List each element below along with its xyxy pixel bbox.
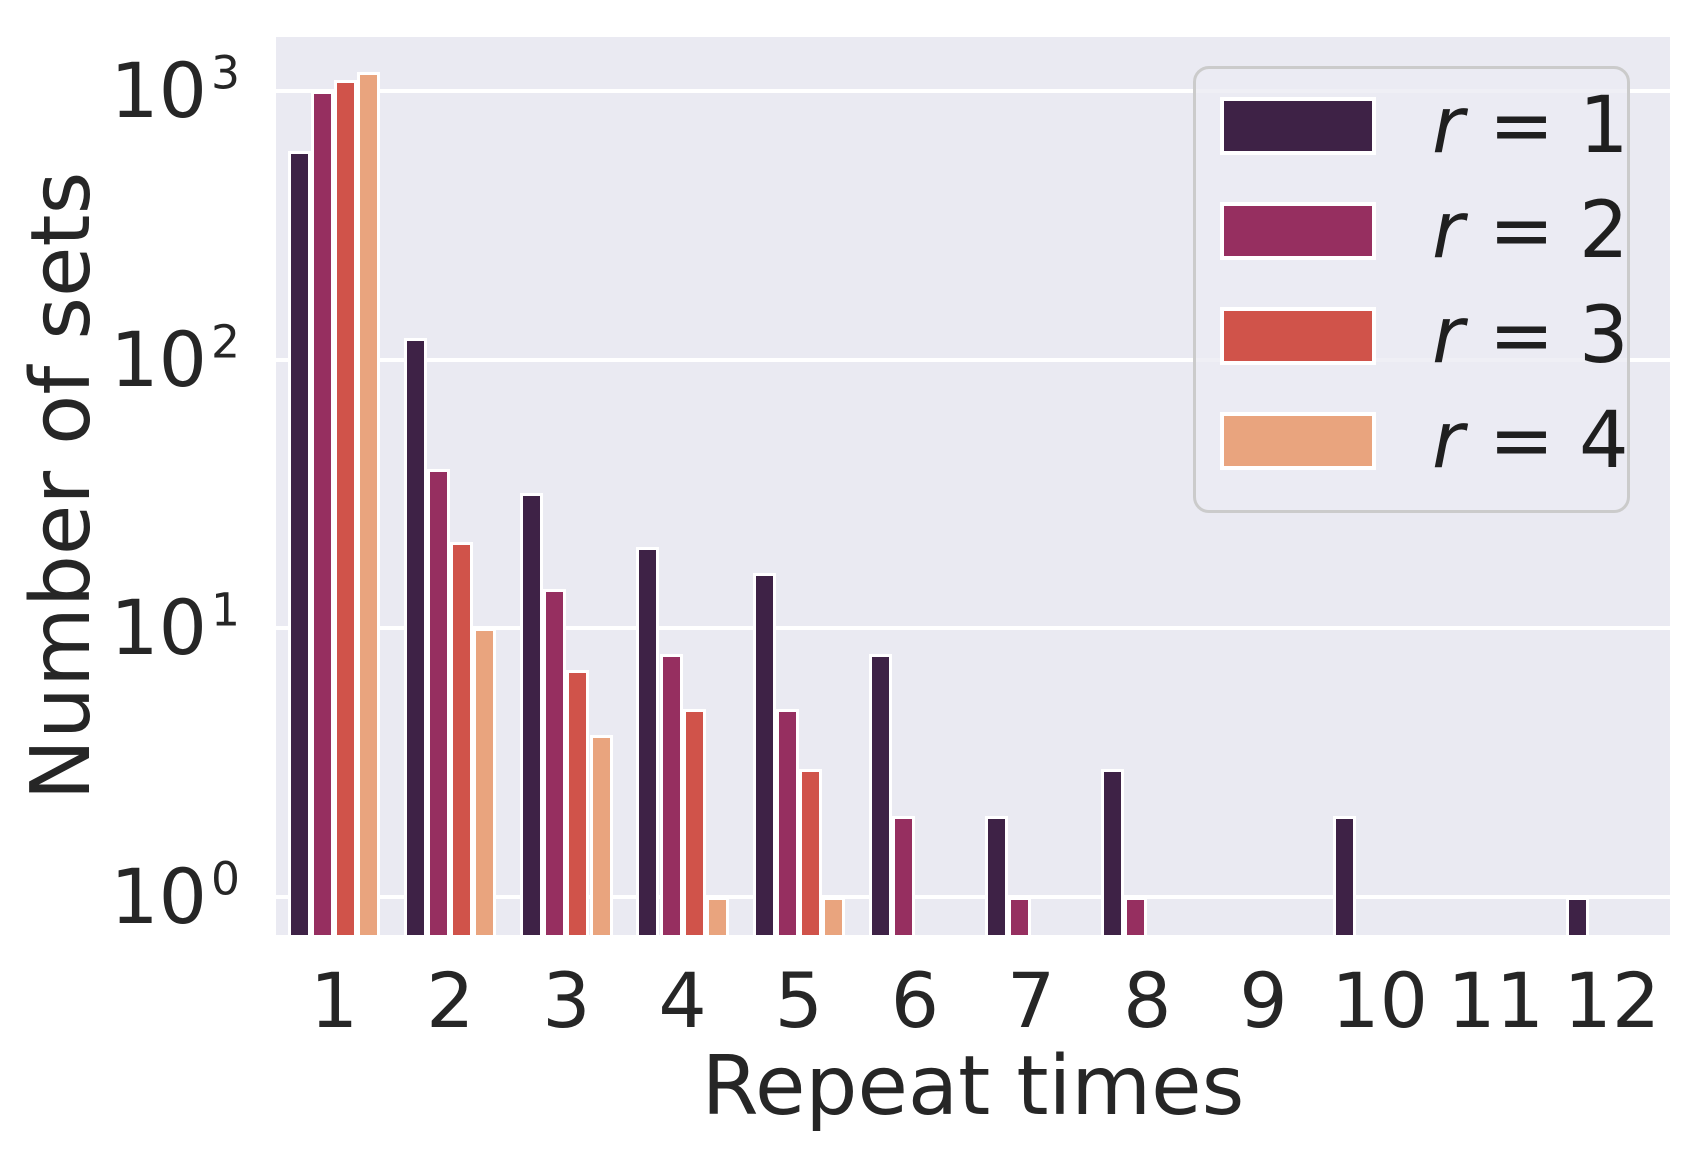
- x-tick-label: 5: [774, 956, 823, 1045]
- x-axis-label: Repeat times: [701, 1039, 1245, 1134]
- legend-label: r = 3: [1432, 291, 1629, 381]
- bar: [311, 90, 334, 935]
- bar: [357, 71, 381, 935]
- y-tick-label: 101: [110, 583, 240, 673]
- x-tick-label: 11: [1447, 956, 1545, 1045]
- bar: [404, 338, 428, 935]
- legend-row: r = 2: [1220, 192, 1629, 270]
- x-tick-label: 2: [426, 956, 475, 1045]
- x-tick-label: 12: [1563, 956, 1661, 1045]
- bar: [1333, 816, 1357, 935]
- x-tick-label: 6: [890, 956, 940, 1045]
- y-tick-label: 102: [110, 314, 240, 404]
- legend-swatch: [1220, 97, 1376, 155]
- gridline: [276, 357, 1670, 362]
- bar: [984, 816, 1008, 935]
- x-tick-label: 1: [309, 956, 359, 1045]
- legend-swatch: [1220, 412, 1376, 470]
- y-tick-label: 103: [110, 45, 240, 135]
- bar: [450, 541, 474, 935]
- bar: [659, 654, 683, 935]
- x-tick-label: 3: [542, 956, 591, 1045]
- gridline: [276, 626, 1670, 631]
- bar: [589, 735, 613, 935]
- gridline: [276, 88, 1670, 93]
- legend-label: r = 2: [1432, 186, 1629, 276]
- bar: [821, 897, 845, 935]
- bar: [543, 589, 567, 935]
- gridline: [276, 895, 1670, 899]
- bar: [868, 654, 892, 935]
- bar: [798, 768, 822, 935]
- legend-row: r = 1: [1220, 87, 1629, 165]
- bar: [334, 79, 358, 935]
- legend-label: r = 4: [1432, 396, 1629, 486]
- bar: [636, 547, 660, 935]
- bar: [1124, 897, 1148, 935]
- bar: [705, 897, 729, 935]
- bar: [1101, 768, 1125, 935]
- x-tick-label: 8: [1123, 956, 1172, 1045]
- legend-row: r = 4: [1220, 402, 1629, 480]
- x-tick-label: 4: [658, 956, 707, 1045]
- x-tick-label: 9: [1239, 956, 1288, 1045]
- bar: [566, 669, 590, 935]
- legend-swatch: [1220, 307, 1376, 365]
- legend-swatch: [1220, 202, 1376, 260]
- y-axis-label: Number of sets: [14, 171, 109, 801]
- bar: [1008, 897, 1031, 935]
- legend-label: r = 1: [1432, 81, 1629, 171]
- legend: r = 1 r = 2 r = 3 r = 4: [1193, 66, 1630, 513]
- bar: [891, 816, 915, 935]
- bar: [473, 628, 497, 935]
- legend-row: r = 3: [1220, 297, 1629, 375]
- y-tick-label: 100: [110, 852, 240, 941]
- bar: [287, 150, 311, 935]
- bar: [520, 492, 544, 935]
- x-tick-label: 10: [1331, 956, 1428, 1045]
- bar: [682, 709, 706, 935]
- bar: [775, 709, 799, 935]
- bar: [427, 469, 451, 935]
- bar: [1565, 897, 1589, 935]
- bar: [752, 573, 776, 935]
- x-tick-label: 7: [1006, 956, 1056, 1045]
